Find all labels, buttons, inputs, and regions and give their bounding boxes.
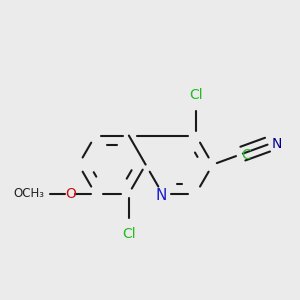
Text: OCH₃: OCH₃ bbox=[13, 187, 44, 200]
Text: C: C bbox=[242, 148, 251, 162]
Text: Cl: Cl bbox=[189, 88, 203, 102]
Text: N: N bbox=[155, 188, 167, 202]
Text: Cl: Cl bbox=[122, 227, 136, 241]
Text: O: O bbox=[65, 187, 76, 201]
Text: N: N bbox=[272, 136, 282, 151]
